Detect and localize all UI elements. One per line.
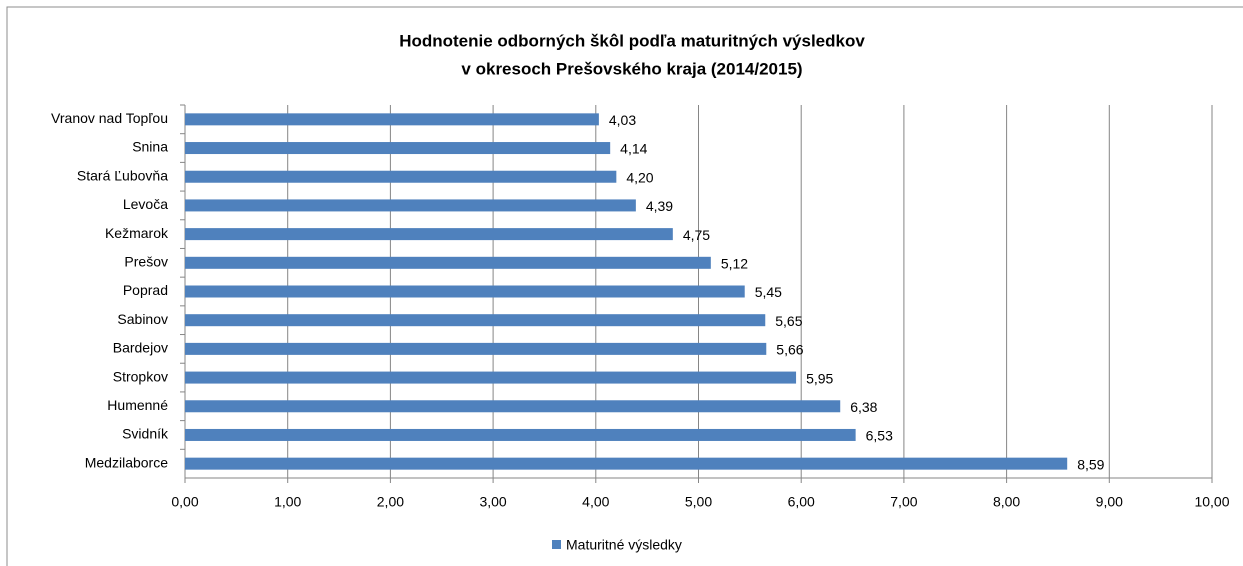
x-tick-label: 5,00 <box>685 494 712 510</box>
y-tick-label: Kežmarok <box>105 225 169 241</box>
data-label: 5,65 <box>775 313 802 329</box>
bar <box>185 170 617 183</box>
x-tick-label: 0,00 <box>171 494 198 510</box>
x-tick-label: 9,00 <box>1096 494 1123 510</box>
bar <box>185 256 711 269</box>
data-label: 4,20 <box>626 169 653 185</box>
legend-swatch <box>552 540 561 549</box>
y-tick-label: Levoča <box>123 196 168 212</box>
data-label: 5,95 <box>806 370 833 386</box>
y-tick-label: Humenné <box>107 397 168 413</box>
x-tick-label: 3,00 <box>479 494 506 510</box>
data-label: 4,03 <box>609 112 636 128</box>
y-tick-label: Bardejov <box>113 340 168 356</box>
y-tick-label: Poprad <box>123 282 168 298</box>
data-label: 6,38 <box>850 399 877 415</box>
x-tick-label: 2,00 <box>377 494 404 510</box>
x-tick-label: 10,00 <box>1194 494 1229 510</box>
legend-label: Maturitné výsledky <box>566 537 682 553</box>
bar <box>185 428 856 441</box>
x-tick-label: 6,00 <box>788 494 815 510</box>
y-tick-label: Svidník <box>122 426 169 442</box>
y-tick-label: Vranov nad Topľou <box>51 110 168 126</box>
y-tick-label: Stará Ľubovňa <box>77 167 168 183</box>
y-tick-label: Sabinov <box>117 311 168 327</box>
y-tick-label: Prešov <box>124 254 168 270</box>
x-tick-label: 7,00 <box>890 494 917 510</box>
data-label: 6,53 <box>866 428 893 444</box>
bar <box>185 342 767 355</box>
bar <box>185 199 636 212</box>
x-tick-label: 1,00 <box>274 494 301 510</box>
chart-title: Hodnotenie odborných škôl podľa maturitn… <box>399 31 865 50</box>
y-tick-label: Medzilaborce <box>85 454 168 470</box>
data-label: 5,66 <box>776 342 803 358</box>
bar <box>185 400 841 413</box>
y-tick-label: Stropkov <box>113 368 168 384</box>
data-label: 4,75 <box>683 227 710 243</box>
data-label: 4,14 <box>620 141 647 157</box>
bar <box>185 314 766 327</box>
data-label: 5,12 <box>721 256 748 272</box>
data-label: 8,59 <box>1077 456 1104 472</box>
bar <box>185 371 797 384</box>
x-tick-label: 8,00 <box>993 494 1020 510</box>
chart-title: v okresoch Prešovského kraja (2014/2015) <box>461 59 802 78</box>
bar <box>185 142 611 155</box>
data-label: 5,45 <box>755 284 782 300</box>
y-tick-label: Snina <box>132 139 168 155</box>
bar <box>185 113 599 126</box>
data-label: 4,39 <box>646 198 673 214</box>
bar <box>185 228 673 241</box>
x-tick-label: 4,00 <box>582 494 609 510</box>
bar <box>185 285 745 298</box>
bar <box>185 457 1068 470</box>
